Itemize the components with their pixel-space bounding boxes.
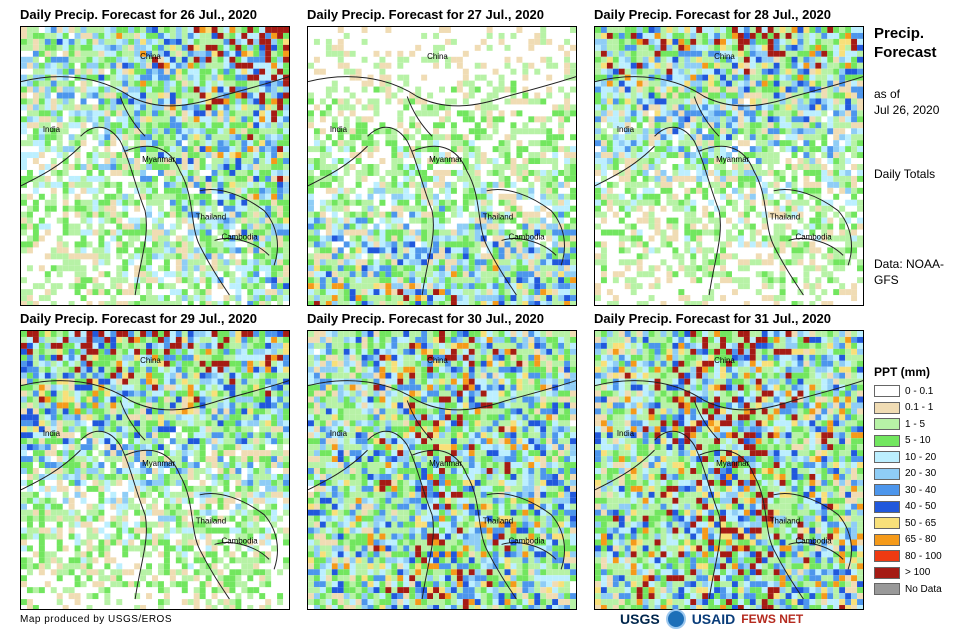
legend-item: No Data (874, 581, 964, 598)
legend-swatch (874, 550, 900, 563)
precip-map: China India Myanmar Thailand Cambodia (20, 26, 290, 306)
place-label-cambodia: Cambodia (222, 232, 259, 241)
legend-label: 1 - 5 (905, 418, 926, 430)
legend-items: 0 - 0.1 0.1 - 1 1 - 5 5 - 10 10 - 20 20 - 30 3… (874, 383, 964, 598)
legend-item: 65 - 80 (874, 532, 964, 549)
place-label-china: China (714, 52, 735, 61)
data-source: Data: NOAA-GFS (874, 257, 945, 287)
place-label-china: China (140, 356, 161, 365)
legend-swatch (874, 533, 900, 546)
legend-label: No Data (905, 583, 942, 595)
place-label-india: India (330, 125, 348, 134)
legend-item: 30 - 40 (874, 482, 964, 499)
legend-item: 50 - 65 (874, 515, 964, 532)
place-label-thailand: Thailand (196, 517, 226, 526)
place-label-cambodia: Cambodia (222, 536, 259, 545)
legend-swatch (874, 500, 900, 513)
precip-map: China India Myanmar Thailand Cambodia (307, 26, 577, 306)
legend-label: 65 - 80 (905, 534, 937, 546)
legend-label: 40 - 50 (905, 501, 937, 513)
legend-swatch (874, 517, 900, 530)
legend-item: > 100 (874, 565, 964, 582)
place-label-china: China (714, 356, 735, 365)
place-label-india: India (617, 429, 635, 438)
place-label-thailand: Thailand (770, 517, 800, 526)
legend-swatch (874, 467, 900, 480)
place-label-cambodia: Cambodia (509, 536, 546, 545)
usaid-logo: USAID (691, 611, 736, 627)
place-label-thailand: Thailand (483, 213, 513, 222)
place-label-india: India (617, 125, 635, 134)
place-label-myanmar: Myanmar (429, 155, 462, 164)
legend-label: 0 - 0.1 (905, 385, 934, 397)
legend-label: 0.1 - 1 (905, 402, 934, 414)
map-credit: Map produced by USGS/EROS (20, 614, 173, 625)
place-label-myanmar: Myanmar (429, 459, 462, 468)
place-label-myanmar: Myanmar (716, 155, 749, 164)
legend-item: 0 - 0.1 (874, 383, 964, 400)
legend-item: 40 - 50 (874, 499, 964, 516)
legend-swatch (874, 566, 900, 579)
precip-map: China India Myanmar Thailand Cambodia (594, 26, 864, 306)
panel-title: Daily Precip. Forecast for 27 Jul., 2020 (307, 7, 545, 22)
legend-item: 1 - 5 (874, 416, 964, 433)
place-label-myanmar: Myanmar (716, 459, 749, 468)
precip-map: China India Myanmar Thailand Cambodia (20, 330, 290, 610)
place-label-thailand: Thailand (483, 517, 513, 526)
panel-title: Daily Precip. Forecast for 29 Jul., 2020 (20, 311, 258, 326)
precip-map: China India Myanmar Thailand Cambodia (594, 330, 864, 610)
legend-label: 50 - 65 (905, 517, 937, 529)
legend-label: 80 - 100 (905, 550, 942, 562)
forecast-date: Jul 26, 2020 (874, 103, 940, 117)
place-label-thailand: Thailand (770, 213, 800, 222)
legend-swatch (874, 434, 900, 447)
panel-title: Daily Precip. Forecast for 26 Jul., 2020 (20, 7, 258, 22)
place-label-china: China (140, 52, 161, 61)
place-label-india: India (43, 125, 61, 134)
legend-swatch (874, 451, 900, 464)
side-title: Precip. Forecast (874, 25, 937, 61)
as-of-label: as of (874, 87, 901, 101)
legend-swatch (874, 385, 900, 398)
place-label-cambodia: Cambodia (509, 232, 546, 241)
place-label-cambodia: Cambodia (796, 536, 833, 545)
place-label-china: China (427, 52, 448, 61)
legend-label: 20 - 30 (905, 468, 937, 480)
legend-swatch (874, 484, 900, 497)
place-label-thailand: Thailand (196, 213, 226, 222)
legend: PPT (mm) 0 - 0.1 0.1 - 1 1 - 5 5 - 10 10 - 2… (874, 364, 964, 598)
legend-swatch (874, 418, 900, 431)
noaa-logo (665, 609, 686, 629)
legend-label: 30 - 40 (905, 484, 937, 496)
place-label-india: India (330, 429, 348, 438)
panel-title: Daily Precip. Forecast for 30 Jul., 2020 (307, 311, 545, 326)
place-label-china: China (427, 356, 448, 365)
place-label-cambodia: Cambodia (796, 232, 833, 241)
legend-title: PPT (mm) (874, 365, 931, 379)
daily-totals-label: Daily Totals (874, 167, 936, 181)
fews-net-logo: FEWS NET (741, 612, 804, 626)
precip-map: China India Myanmar Thailand Cambodia (307, 330, 577, 610)
panel-title: Daily Precip. Forecast for 28 Jul., 2020 (594, 7, 832, 22)
panel-title: Daily Precip. Forecast for 31 Jul., 2020 (594, 311, 832, 326)
legend-label: 10 - 20 (905, 451, 937, 463)
legend-item: 0.1 - 1 (874, 400, 964, 417)
legend-item: 10 - 20 (874, 449, 964, 466)
legend-item: 20 - 30 (874, 466, 964, 483)
legend-item: 80 - 100 (874, 548, 964, 565)
legend-label: 5 - 10 (905, 435, 931, 447)
legend-swatch (874, 401, 900, 414)
legend-swatch (874, 583, 900, 596)
usgs-logo: USGS (620, 611, 660, 627)
place-label-india: India (43, 429, 61, 438)
place-label-myanmar: Myanmar (142, 459, 175, 468)
place-label-myanmar: Myanmar (142, 155, 175, 164)
legend-label: > 100 (905, 567, 931, 579)
legend-item: 5 - 10 (874, 433, 964, 450)
logo-strip: USGS USAID FEWS NET (620, 607, 803, 631)
